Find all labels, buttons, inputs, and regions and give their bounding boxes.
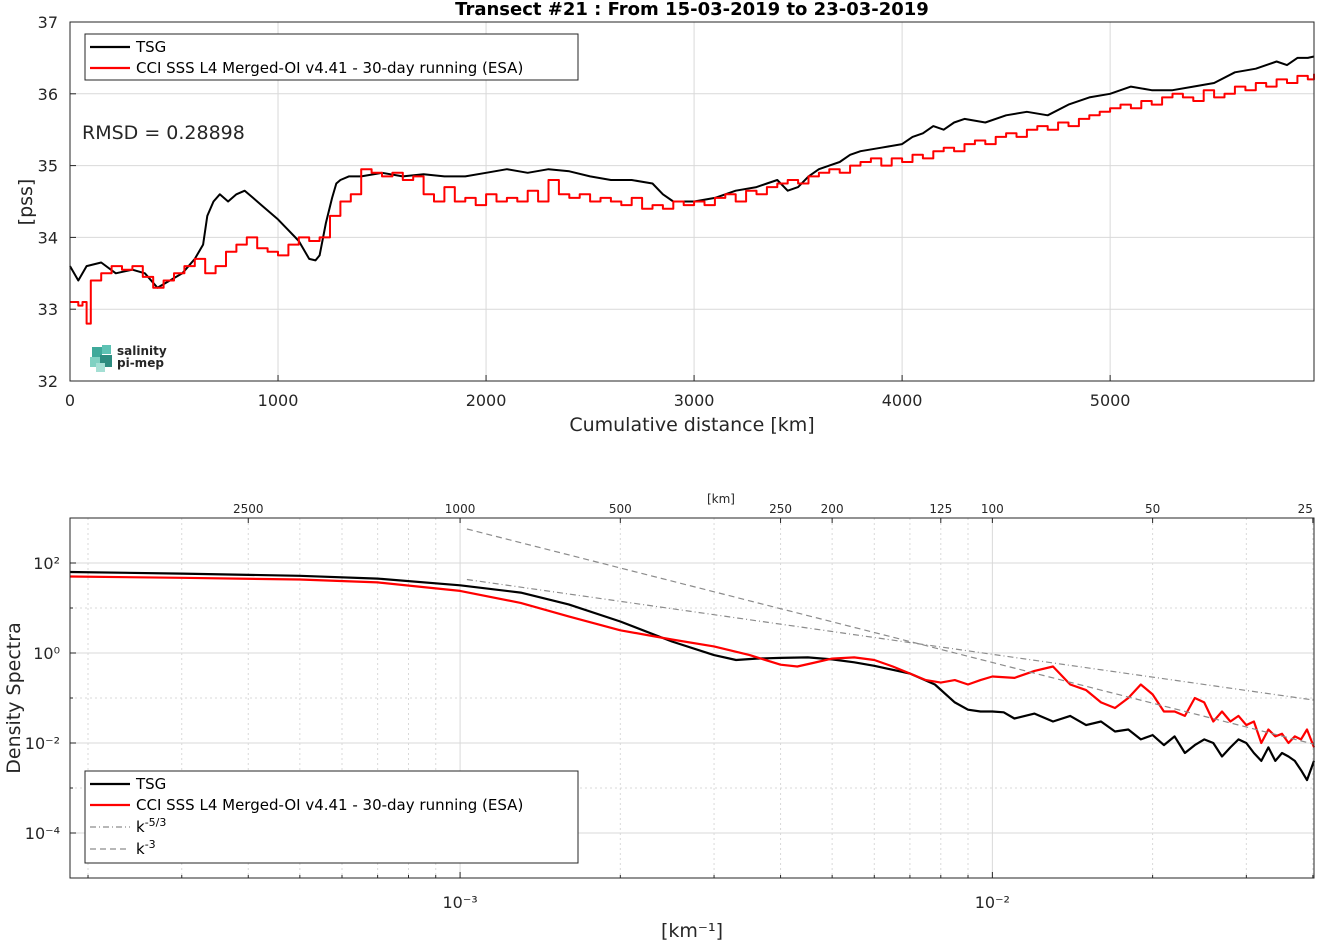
bottom-top-tick-label: 25 bbox=[1298, 502, 1313, 516]
bottom-top-tick-label: 200 bbox=[821, 502, 844, 516]
top-ytick-label: 34 bbox=[38, 228, 58, 247]
top-series-group bbox=[69, 55, 1315, 325]
top-ytick-label: 37 bbox=[38, 13, 58, 32]
legend-label-k3: k-3 bbox=[136, 838, 156, 858]
bottom-xlabel: [km⁻¹] bbox=[661, 920, 723, 942]
salinity-pi-mep-logo: salinity pi-mep bbox=[90, 344, 167, 372]
legend-label-k53: k-5/3 bbox=[136, 816, 166, 836]
legend-k3-base: k bbox=[136, 840, 145, 858]
top-xtick-label: 3000 bbox=[674, 391, 715, 410]
reference-line-k53 bbox=[466, 578, 1315, 701]
top-xtick-label: 4000 bbox=[882, 391, 923, 410]
top-xlabel: Cumulative distance [km] bbox=[569, 414, 814, 436]
bottom-legend-box bbox=[84, 770, 579, 864]
bottom-xtick-label: 10⁻³ bbox=[442, 893, 477, 912]
bottom-top-tick-label: 50 bbox=[1145, 502, 1160, 516]
top-ytick-label: 33 bbox=[38, 300, 58, 319]
top-xtick-label: 1000 bbox=[258, 391, 299, 410]
bottom-ytick-label: 10⁰ bbox=[33, 644, 60, 663]
top-legend-box bbox=[84, 33, 579, 81]
bottom-ytick-label: 10⁻⁴ bbox=[25, 824, 60, 843]
bottom-top-tick-label: 250 bbox=[769, 502, 792, 516]
bottom-chart: 10⁻³ 10⁻² 10² 10⁰ 10⁻² 10⁻⁴ 2500 1000 500 250 200 1… bbox=[3, 492, 1316, 942]
legend-label-cci-spectrum: CCI SSS L4 Merged-OI v4.41 - 30-day runn… bbox=[136, 796, 523, 814]
top-ytick-label: 36 bbox=[38, 85, 58, 104]
top-ytick-label: 35 bbox=[38, 157, 58, 176]
bottom-tick-labels: 10⁻³ 10⁻² 10² 10⁰ 10⁻² 10⁻⁴ 2500 1000 500 250 200 1… bbox=[25, 502, 1314, 912]
bottom-top-tick-label: 1000 bbox=[445, 502, 476, 516]
top-chart: Transect #21 : From 15-03-2019 to 23-03-… bbox=[15, 0, 1315, 436]
bottom-top-tick-label: 500 bbox=[609, 502, 632, 516]
legend-label-tsg-spectrum: TSG bbox=[135, 775, 166, 793]
bottom-ytick-label: 10² bbox=[33, 554, 60, 573]
top-legend: TSG CCI SSS L4 Merged-OI v4.41 - 30-day … bbox=[84, 33, 579, 81]
legend-label-tsg: TSG bbox=[135, 38, 166, 56]
bottom-xtick-label: 10⁻² bbox=[975, 893, 1010, 912]
series-line-cci bbox=[70, 73, 1315, 325]
bottom-top-tick-label: 2500 bbox=[233, 502, 264, 516]
top-ytick-label: 32 bbox=[38, 372, 58, 391]
series-line-tsg bbox=[69, 55, 1315, 289]
legend-k53-base: k bbox=[136, 818, 145, 836]
top-axes-frame bbox=[69, 21, 1315, 382]
legend-k53-sup: -5/3 bbox=[145, 816, 167, 829]
top-xtick-label: 5000 bbox=[1090, 391, 1131, 410]
top-xtick-label: 2000 bbox=[466, 391, 507, 410]
legend-k3-sup: -3 bbox=[145, 838, 156, 851]
bottom-series-group bbox=[69, 528, 1316, 782]
logo-icon bbox=[90, 345, 112, 372]
reference-line-k3 bbox=[466, 528, 1315, 745]
legend-label-cci: CCI SSS L4 Merged-OI v4.41 - 30-day runn… bbox=[136, 59, 523, 77]
top-tick-labels: 0 1000 2000 3000 4000 5000 32 33 34 35 36 37 bbox=[38, 13, 1131, 410]
bottom-top-tick-label: 125 bbox=[929, 502, 952, 516]
series-line-tsg-spectrum bbox=[69, 570, 1316, 782]
rmsd-annotation: RMSD = 0.28898 bbox=[82, 122, 245, 144]
bottom-legend: TSG CCI SSS L4 Merged-OI v4.41 - 30-day … bbox=[84, 770, 579, 864]
bottom-ylabel: Density Spectra bbox=[3, 622, 25, 773]
logo-line2: pi-mep bbox=[117, 356, 164, 370]
logo-line1: salinity bbox=[117, 344, 167, 358]
bottom-ytick-label: 10⁻² bbox=[25, 734, 60, 753]
bottom-top-tick-label: 100 bbox=[981, 502, 1004, 516]
top-xtick-label: 0 bbox=[65, 391, 75, 410]
chart-title: Transect #21 : From 15-03-2019 to 23-03-… bbox=[455, 0, 929, 20]
bottom-top-xlabel: [km] bbox=[707, 492, 735, 506]
top-ylabel: [pss] bbox=[15, 179, 37, 226]
series-line-cci-spectrum bbox=[69, 575, 1316, 748]
